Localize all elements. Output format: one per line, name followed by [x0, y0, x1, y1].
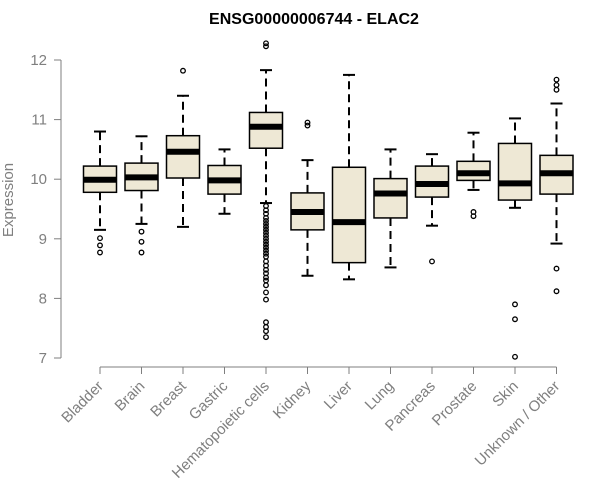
box-iqr — [165, 134, 201, 179]
y-tick-label: 11 — [31, 112, 47, 129]
outlier-point — [263, 226, 269, 233]
outlier-point — [97, 249, 103, 256]
box-iqr — [331, 166, 367, 264]
box-iqr — [248, 111, 284, 149]
x-tick-label: Prostate — [429, 378, 481, 430]
box-bladder — [82, 130, 118, 256]
outlier-point — [512, 301, 518, 308]
outlier-point — [263, 217, 269, 224]
outlier-point — [263, 241, 269, 248]
outlier-point — [304, 119, 311, 126]
box-brain — [124, 135, 159, 256]
outlier-point — [263, 214, 269, 221]
outlier-point — [263, 223, 269, 230]
y-axis-title: Expression — [0, 163, 17, 237]
outlier-point — [553, 288, 560, 295]
outlier-point — [263, 43, 269, 50]
outlier-point — [263, 232, 269, 239]
x-tick-label: Breast — [147, 377, 190, 420]
outlier-point — [263, 328, 269, 335]
outlier-point — [263, 235, 269, 242]
box-unknown-other — [539, 76, 574, 295]
box-pancreas — [414, 153, 450, 265]
box-kidney — [290, 119, 325, 277]
outlier-point — [263, 244, 269, 251]
outlier-point — [263, 238, 269, 245]
box-hematopoietic-cells — [248, 40, 284, 341]
outlier-point — [263, 289, 269, 296]
outlier-point — [138, 228, 145, 235]
outlier-point — [263, 319, 269, 326]
y-axis: 7 8 9 10 11 12 — [30, 52, 62, 367]
outlier-point — [512, 316, 518, 323]
box-iqr — [497, 142, 533, 201]
box-iqr — [373, 177, 408, 219]
x-tick-label: Lung — [362, 378, 398, 414]
outlier-point — [138, 238, 145, 245]
y-tick-label: 10 — [30, 171, 47, 188]
outlier-point — [263, 220, 269, 227]
outlier-point — [263, 274, 269, 281]
y-tick-label: 9 — [39, 231, 47, 248]
outlier-point — [263, 250, 269, 257]
outlier-point — [263, 207, 269, 214]
outlier-point — [263, 282, 269, 289]
outlier-point — [512, 353, 518, 360]
outlier-point — [263, 334, 269, 341]
outlier-point — [470, 209, 477, 215]
outlier-point — [263, 277, 269, 284]
box-gastric — [207, 148, 242, 215]
outlier-point — [263, 266, 269, 273]
box-breast — [165, 67, 201, 228]
outlier-point — [138, 249, 145, 256]
x-tick-label: Bladder — [58, 378, 107, 427]
outlier-point — [553, 265, 560, 272]
outlier-point — [263, 229, 269, 236]
outlier-point — [429, 258, 435, 265]
box-lung — [373, 148, 408, 269]
x-tick-label: Brain — [112, 378, 149, 415]
box-prostate — [456, 131, 491, 220]
x-tick-label: Liver — [321, 378, 356, 413]
outlier-point — [553, 76, 560, 83]
y-tick-label: 7 — [39, 350, 47, 367]
outlier-point — [263, 296, 269, 303]
outlier-point — [97, 235, 103, 242]
box-liver — [331, 73, 367, 281]
y-tick-label: 8 — [39, 290, 47, 307]
outlier-point — [263, 253, 269, 260]
outlier-point — [263, 40, 269, 47]
outlier-point — [553, 82, 560, 88]
box-skin — [497, 117, 533, 360]
outlier-point — [304, 122, 311, 129]
box-series — [82, 40, 574, 360]
x-tick-label: Skin — [489, 378, 522, 411]
y-tick-label: 12 — [30, 52, 47, 69]
outlier-point — [97, 242, 103, 249]
outlier-point — [263, 247, 269, 254]
chart-title: ENSG00000006744 - ELAC2 — [209, 11, 419, 28]
x-tick-label: Kidney — [270, 377, 315, 422]
outlier-point — [553, 86, 560, 93]
outlier-point — [180, 67, 186, 74]
